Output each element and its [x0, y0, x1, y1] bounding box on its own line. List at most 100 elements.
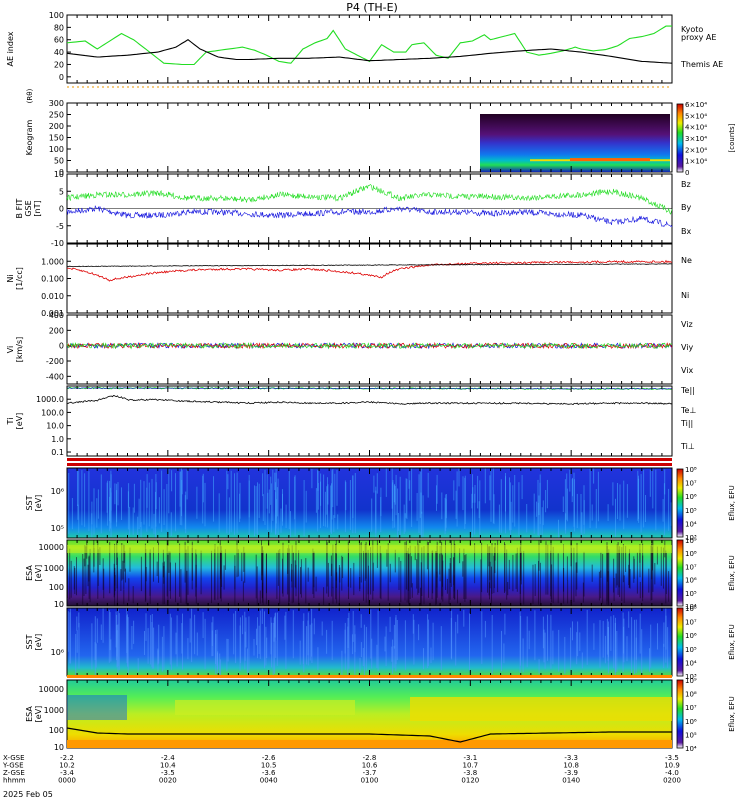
sst2-streak — [284, 615, 286, 640]
esa1-streak — [237, 549, 239, 577]
esa1-streak — [625, 545, 627, 572]
esa1-streak — [481, 542, 483, 593]
esa1-streak — [359, 543, 361, 589]
esa1-streak — [85, 546, 87, 594]
sst2-streak — [423, 648, 424, 670]
esa1-streak — [277, 550, 279, 586]
sst1-streak — [88, 471, 90, 532]
esa1-streak — [103, 568, 105, 599]
sst1-streak — [670, 502, 672, 526]
esa1-streak — [313, 552, 315, 588]
esa1-streak — [410, 556, 412, 588]
sst1-streak — [282, 493, 283, 526]
sst2-streak — [613, 615, 615, 669]
ae-y-tick: 100 — [49, 11, 64, 20]
esa1-streak — [408, 554, 410, 606]
sst1-streak — [510, 501, 512, 531]
sst1-streak — [399, 476, 401, 537]
esa1-streak — [288, 548, 290, 602]
sst1-streak — [422, 495, 424, 537]
esa1-streak — [453, 557, 455, 586]
sst1-streak — [498, 504, 500, 533]
sst2-streak — [344, 622, 346, 670]
density-y-tick: 0.010 — [41, 292, 64, 301]
sst1-streak — [294, 475, 296, 536]
esa1-streak — [123, 590, 125, 605]
bfield-legend-bz: Bz — [681, 180, 691, 189]
esa1-ylabel: ESA — [25, 565, 34, 581]
ae-legend-proxy: proxy AE — [681, 33, 716, 42]
sst2-streak — [392, 639, 394, 674]
keogram-y-tick: 300 — [49, 99, 64, 108]
sst2-streak — [321, 621, 323, 636]
esa1-streak — [454, 543, 456, 600]
esa1-streak — [656, 546, 658, 565]
sst2-streak — [542, 616, 544, 649]
density-legend-ne: Ne — [681, 256, 692, 265]
sst1-streak — [593, 468, 595, 484]
esa1-streak — [295, 564, 297, 589]
esa1-streak — [109, 541, 111, 594]
sst2-streak — [365, 626, 367, 671]
esa1-streak — [489, 546, 491, 581]
sst1-streak — [565, 513, 567, 534]
sst2-streak — [631, 617, 633, 675]
x-tick-label: -3.4 — [60, 769, 74, 777]
sst1-streak — [580, 494, 582, 533]
sst1-streak — [652, 468, 654, 509]
esa1-streak — [367, 565, 369, 606]
x-tick-label: -2.2 — [60, 754, 74, 762]
sst1-colorbar-tick: 10⁴ — [685, 520, 697, 528]
esa1-streak — [615, 573, 617, 588]
sst1-streak — [317, 470, 319, 532]
esa1-streak — [163, 565, 165, 584]
esa1-streak — [335, 540, 337, 581]
sst2-streak — [606, 618, 608, 655]
sst1-streak — [155, 482, 157, 510]
density-series-ni — [66, 263, 672, 268]
esa1-streak — [70, 560, 72, 598]
sst2-streak — [360, 614, 362, 628]
esa1-streak — [99, 547, 101, 565]
esa1-streak — [639, 581, 641, 599]
esa1-streak — [350, 568, 352, 588]
x-tick-label: 10.7 — [463, 762, 479, 770]
sst2-streak — [94, 616, 96, 676]
esa1-streak — [123, 545, 125, 563]
sst1-streak — [334, 473, 336, 518]
sst2-streak — [181, 623, 183, 654]
sst1-streak — [143, 481, 145, 525]
sst1-streak — [668, 488, 670, 531]
esa1-streak — [211, 550, 212, 604]
sst2-streak — [100, 624, 102, 640]
esa1-streak — [613, 578, 615, 602]
sst1-streak — [168, 468, 170, 514]
esa1-streak — [551, 564, 553, 603]
sst1-streak — [615, 498, 616, 537]
sst1-streak — [404, 513, 406, 532]
mode-bar-bottom — [67, 463, 672, 466]
esa1-streak — [651, 543, 653, 580]
sst1-streak — [477, 475, 479, 509]
sst2-streak — [377, 610, 379, 672]
temperature-series-ti — [66, 395, 673, 406]
sst2-streak — [634, 619, 635, 674]
keogram-colorbar-tick: 0 — [685, 169, 689, 177]
esa1-streak — [550, 540, 552, 600]
sst2-colorbar-tick: 10³ — [685, 673, 697, 681]
esa1-streak — [462, 561, 464, 577]
sst1-streak — [236, 472, 238, 534]
sst1-streak — [537, 479, 539, 536]
sst1-streak — [267, 492, 269, 530]
sst1-streak — [607, 504, 609, 521]
sst1-streak — [566, 488, 568, 522]
sst1-streak — [536, 501, 538, 517]
sst1-streak — [354, 473, 356, 534]
sst1-streak — [421, 511, 423, 538]
sst2-streak — [593, 623, 595, 650]
temperature-y-tick: 0.1 — [51, 448, 64, 457]
sst2-streak — [215, 630, 216, 665]
sst1-streak — [146, 487, 148, 532]
sst1-streak — [500, 479, 502, 533]
sst2-streak — [552, 630, 554, 665]
